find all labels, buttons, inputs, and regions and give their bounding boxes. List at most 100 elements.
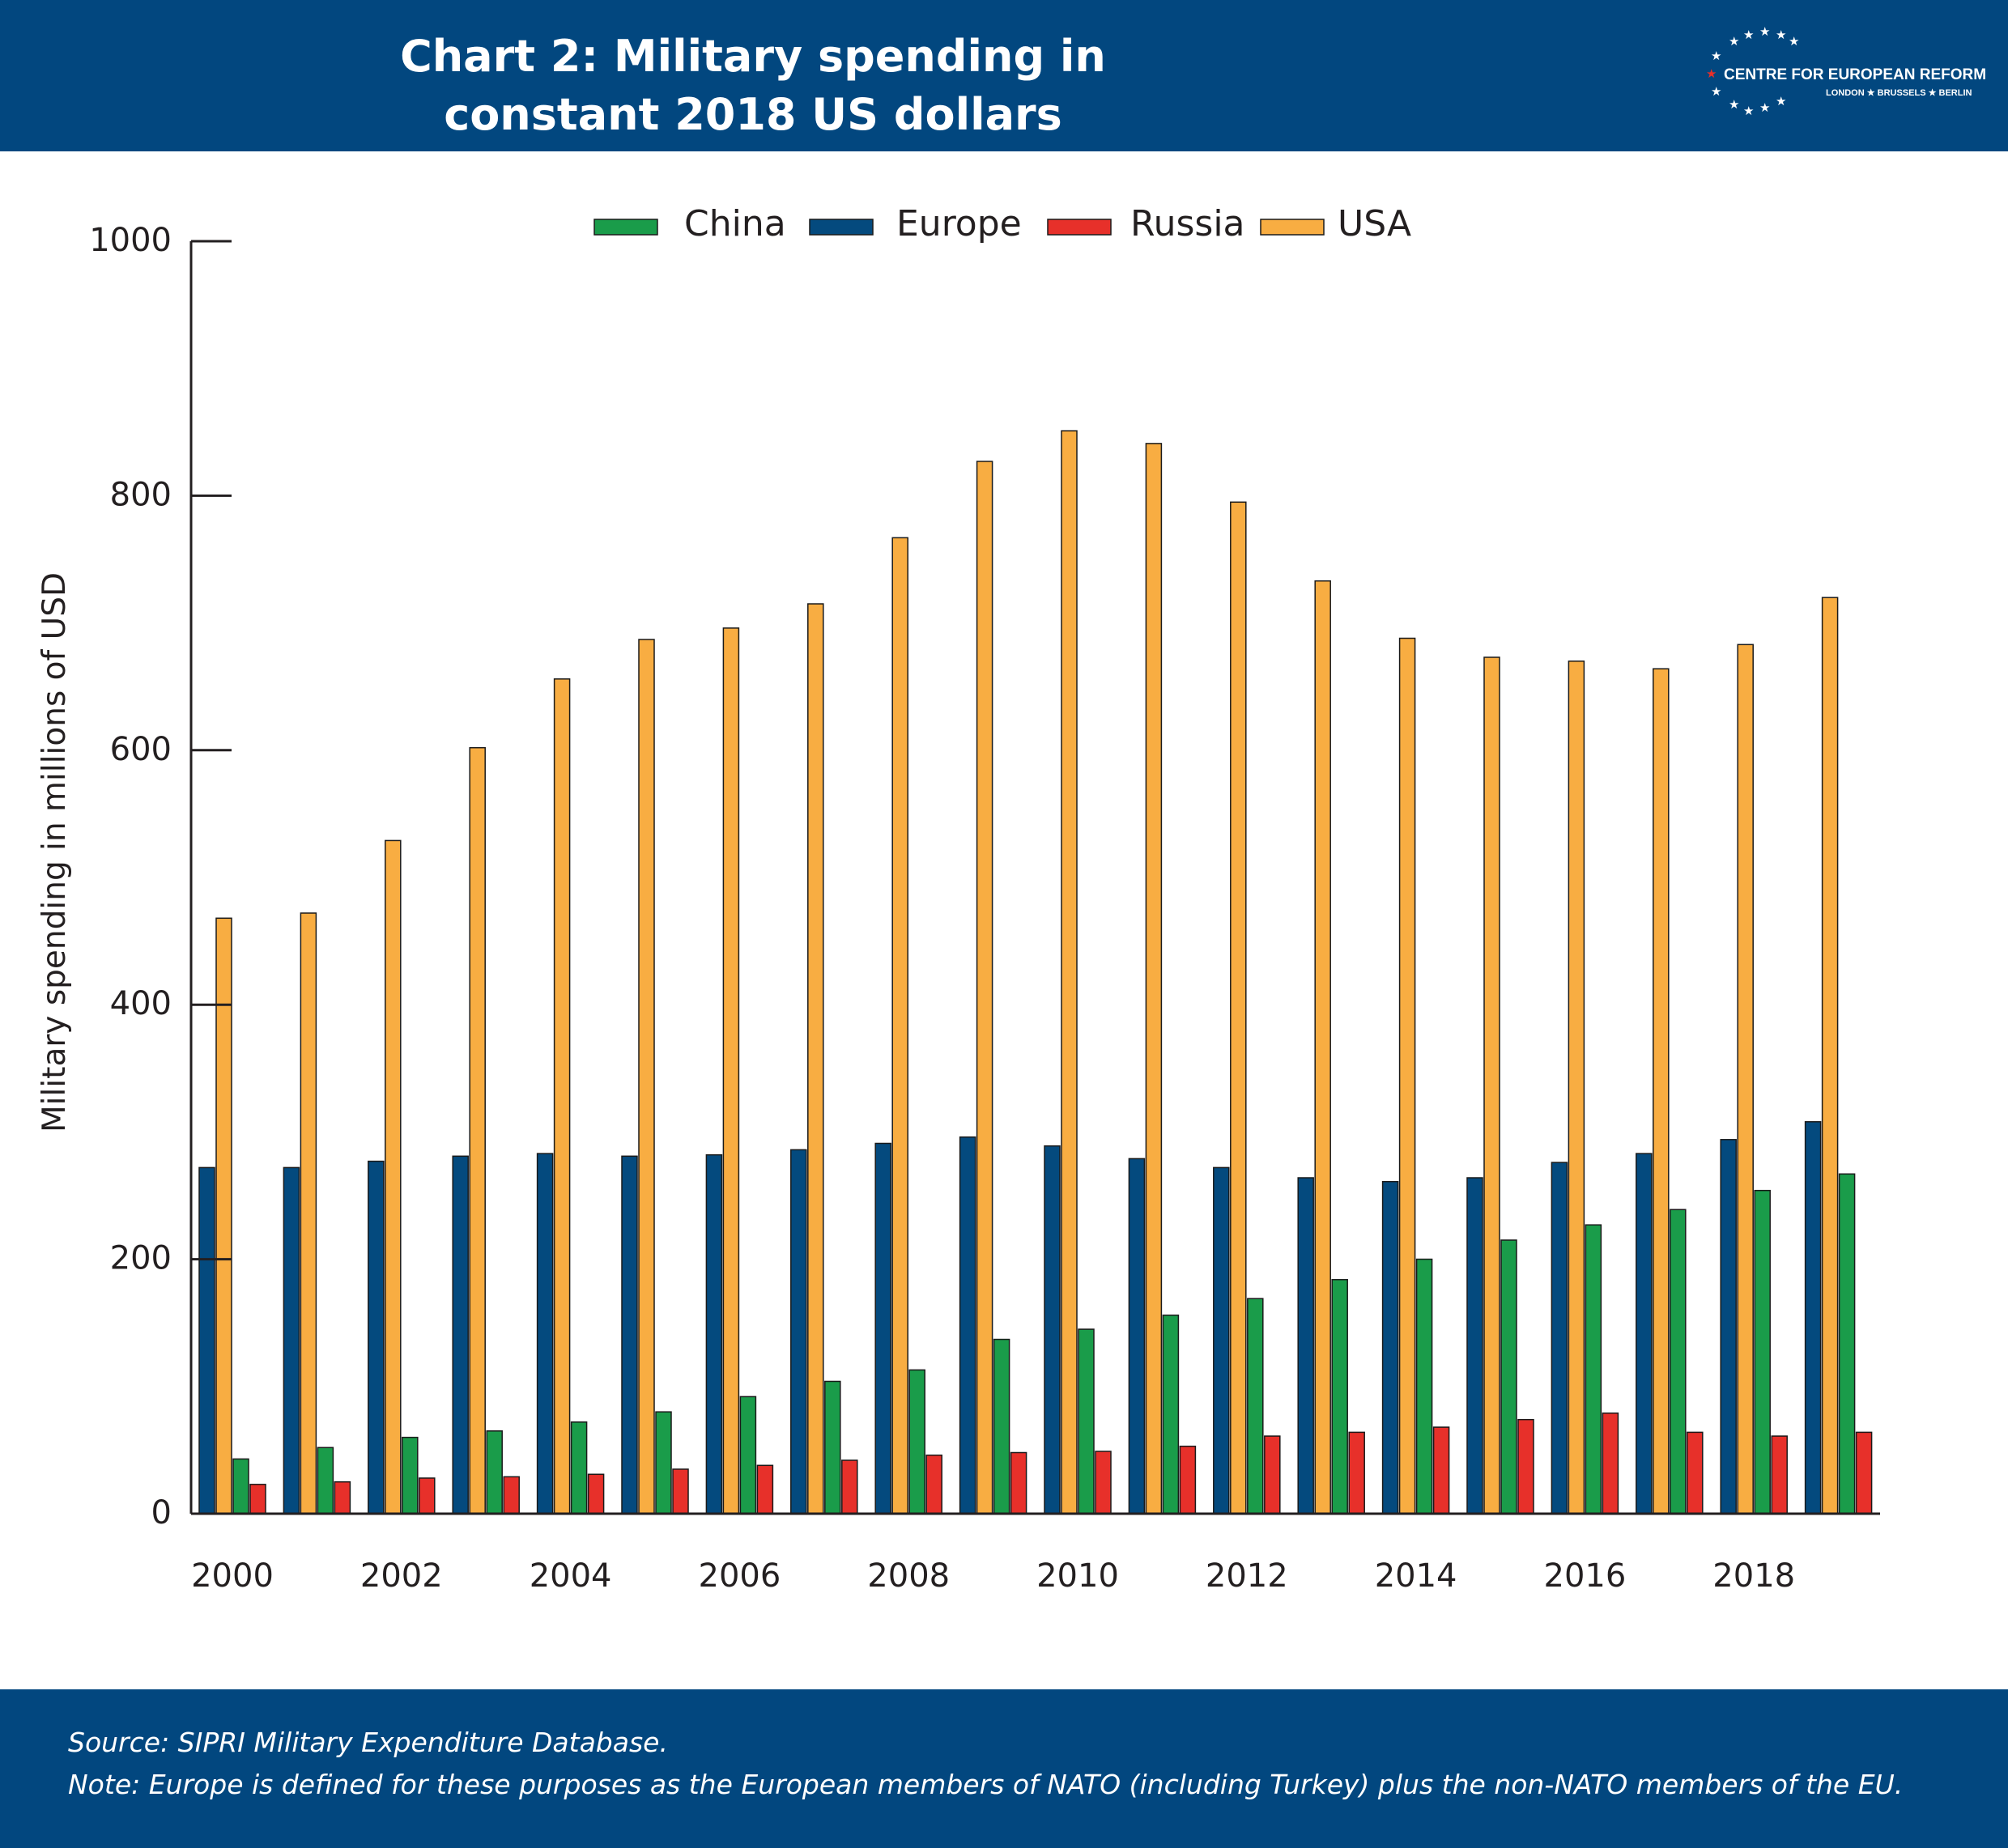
bar-china-2019: [1838, 1173, 1856, 1515]
bar-russia-2009: [1010, 1451, 1027, 1515]
bar-russia-2003: [503, 1476, 520, 1515]
bar-russia-2017: [1687, 1431, 1704, 1515]
logo-star-icon: ★: [1759, 25, 1771, 39]
bar-china-2002: [402, 1436, 419, 1515]
y-tick-label-200: 200: [110, 1240, 172, 1277]
logo-star-icon: ★: [1743, 28, 1755, 42]
logo-name: CENTRE FOR EUROPEAN REFORM: [1724, 66, 1987, 83]
bar-china-2011: [1162, 1315, 1180, 1515]
logo-cities: LONDON ★ BRUSSELS ★ BERLIN: [1826, 88, 1972, 98]
bar-europe-2015: [1466, 1177, 1483, 1515]
bar-russia-2015: [1517, 1418, 1534, 1515]
bar-china-2004: [570, 1421, 588, 1515]
y-tick-label-600: 600: [110, 731, 172, 768]
legend-swatch-china: [593, 219, 658, 236]
x-tick-label-2008: 2008: [867, 1557, 950, 1595]
bar-usa-2010: [1061, 430, 1078, 1515]
bar-europe-2003: [452, 1155, 469, 1515]
logo-star-icon: ★: [1776, 28, 1787, 42]
bar-usa-2007: [807, 603, 824, 1515]
bar-europe-2008: [874, 1142, 891, 1515]
bar-russia-2000: [249, 1484, 266, 1515]
bar-usa-2008: [891, 537, 908, 1515]
bars: [198, 430, 1873, 1515]
bar-usa-2014: [1398, 637, 1416, 1515]
bar-europe-2018: [1720, 1139, 1737, 1515]
bar-europe-2007: [790, 1149, 807, 1515]
bar-russia-2008: [925, 1454, 942, 1515]
bar-usa-2005: [638, 639, 655, 1515]
bar-china-2010: [1078, 1328, 1095, 1515]
bar-europe-2009: [959, 1136, 976, 1515]
logo-star-icon: ★: [1729, 35, 1740, 49]
header-banner: Chart 2: Military spending in constant 2…: [0, 0, 2008, 198]
logo-star-icon: ★: [1776, 95, 1787, 108]
bar-europe-2014: [1381, 1180, 1399, 1515]
bar-usa-2006: [722, 627, 740, 1515]
logo-star-icon: ★: [1789, 35, 1800, 49]
bar-usa-2009: [976, 461, 993, 1515]
legend-label-europe: Europe: [896, 203, 1022, 244]
bar-usa-2017: [1653, 668, 1670, 1515]
bar-russia-2019: [1855, 1431, 1873, 1515]
bar-russia-2006: [756, 1464, 774, 1515]
x-tick-label-2004: 2004: [530, 1557, 612, 1595]
bar-china-2003: [486, 1430, 503, 1515]
x-tick-label-2016: 2016: [1544, 1557, 1627, 1595]
bar-chart: China Europe Russia USA 0 200 400 600 800 1000 20…: [36, 203, 1880, 1595]
bar-usa-2015: [1483, 656, 1500, 1515]
bar-europe-2017: [1636, 1153, 1653, 1515]
bar-china-2012: [1247, 1298, 1264, 1515]
chart-title: Chart 2: Military spending in constant 2…: [308, 28, 1198, 202]
bar-usa-2002: [385, 839, 402, 1515]
bar-europe-2013: [1297, 1177, 1314, 1515]
bar-usa-2013: [1314, 580, 1331, 1515]
bar-china-2000: [232, 1458, 249, 1515]
bar-china-2006: [739, 1396, 757, 1515]
bar-usa-2018: [1737, 644, 1754, 1515]
bar-usa-2003: [469, 746, 486, 1515]
bar-europe-2011: [1128, 1158, 1146, 1515]
bar-china-2009: [993, 1338, 1010, 1515]
y-tick-label-1000: 1000: [89, 222, 172, 259]
bar-europe-2010: [1044, 1145, 1061, 1515]
bar-usa-2012: [1230, 501, 1247, 1515]
legend-swatch-usa: [1260, 219, 1325, 236]
legend: China Europe Russia USA: [593, 203, 1411, 244]
bar-china-2013: [1331, 1279, 1348, 1515]
bar-china-2008: [908, 1369, 925, 1515]
footer-banner: Source: SIPRI Military Expenditure Datab…: [0, 1689, 2008, 1848]
logo-star-icon: ★: [1711, 49, 1722, 63]
bar-europe-2004: [536, 1153, 554, 1515]
cer-logo: ★ ★ ★ ★ ★ ★ ★ ★ ★ ★ ★ ★ CENTRE FOR EUROP…: [1696, 26, 1988, 121]
legend-swatch-russia: [1047, 219, 1112, 236]
bar-europe-2001: [283, 1166, 300, 1515]
bar-usa-2019: [1821, 597, 1839, 1515]
x-tick-label-2000: 2000: [191, 1557, 274, 1595]
bar-europe-2000: [198, 1166, 215, 1515]
bar-russia-2007: [841, 1459, 858, 1515]
y-axis-label: Military spending in millions of USD: [36, 572, 73, 1132]
legend-label-russia: Russia: [1130, 203, 1245, 244]
logo-star-red-icon: ★: [1706, 67, 1717, 81]
logo-star-icon: ★: [1729, 98, 1740, 112]
legend-label-usa: USA: [1338, 203, 1411, 244]
logo-star-icon: ★: [1743, 104, 1755, 118]
logo-star-icon: ★: [1711, 85, 1722, 99]
bar-russia-2013: [1348, 1431, 1365, 1515]
legend-swatch-europe: [809, 219, 874, 236]
bar-russia-2012: [1264, 1435, 1281, 1515]
bar-europe-2002: [368, 1160, 385, 1515]
bar-china-2001: [317, 1447, 334, 1515]
y-tick-label-400: 400: [110, 985, 172, 1022]
bar-china-2014: [1415, 1258, 1433, 1515]
bar-usa-2000: [215, 917, 232, 1515]
bar-europe-2016: [1551, 1162, 1568, 1515]
x-tick-label-2014: 2014: [1375, 1557, 1457, 1595]
bar-china-2015: [1500, 1239, 1517, 1515]
axes: 0 200 400 600 800 1000 2000 2002 2004 2006 2008 201…: [89, 222, 1880, 1595]
bar-china-2017: [1670, 1209, 1687, 1515]
chart-title-line-2: (selected countries/groupings): [373, 147, 1133, 198]
bar-europe-2019: [1804, 1121, 1822, 1515]
bar-china-2018: [1754, 1189, 1771, 1515]
